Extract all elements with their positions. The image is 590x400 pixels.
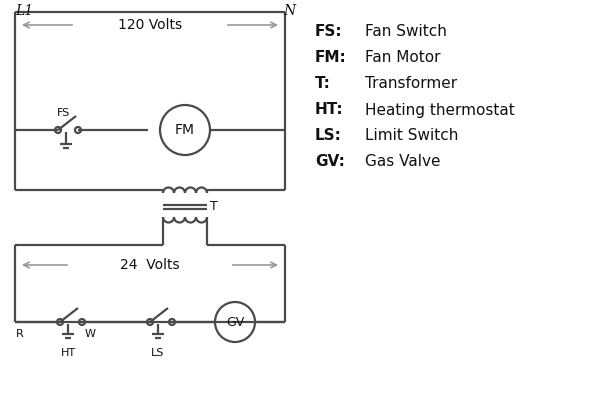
Text: Heating thermostat: Heating thermostat: [365, 102, 514, 118]
Text: FS: FS: [57, 108, 70, 118]
Text: L1: L1: [15, 4, 33, 18]
Text: FM:: FM:: [315, 50, 347, 66]
Text: 24  Volts: 24 Volts: [120, 258, 180, 272]
Text: LS:: LS:: [315, 128, 342, 144]
Text: Gas Valve: Gas Valve: [365, 154, 441, 170]
Text: Fan Motor: Fan Motor: [365, 50, 441, 66]
Text: W: W: [85, 329, 96, 339]
Text: Transformer: Transformer: [365, 76, 457, 92]
Text: Limit Switch: Limit Switch: [365, 128, 458, 144]
Text: Fan Switch: Fan Switch: [365, 24, 447, 40]
Text: 120 Volts: 120 Volts: [118, 18, 182, 32]
Text: HT: HT: [60, 348, 76, 358]
Text: N: N: [283, 4, 295, 18]
Text: T: T: [210, 200, 218, 214]
Text: LS: LS: [151, 348, 165, 358]
Text: R: R: [16, 329, 24, 339]
Text: GV:: GV:: [315, 154, 345, 170]
Text: FS:: FS:: [315, 24, 343, 40]
Text: T:: T:: [315, 76, 331, 92]
Text: HT:: HT:: [315, 102, 343, 118]
Text: GV: GV: [226, 316, 244, 328]
Text: FM: FM: [175, 123, 195, 137]
